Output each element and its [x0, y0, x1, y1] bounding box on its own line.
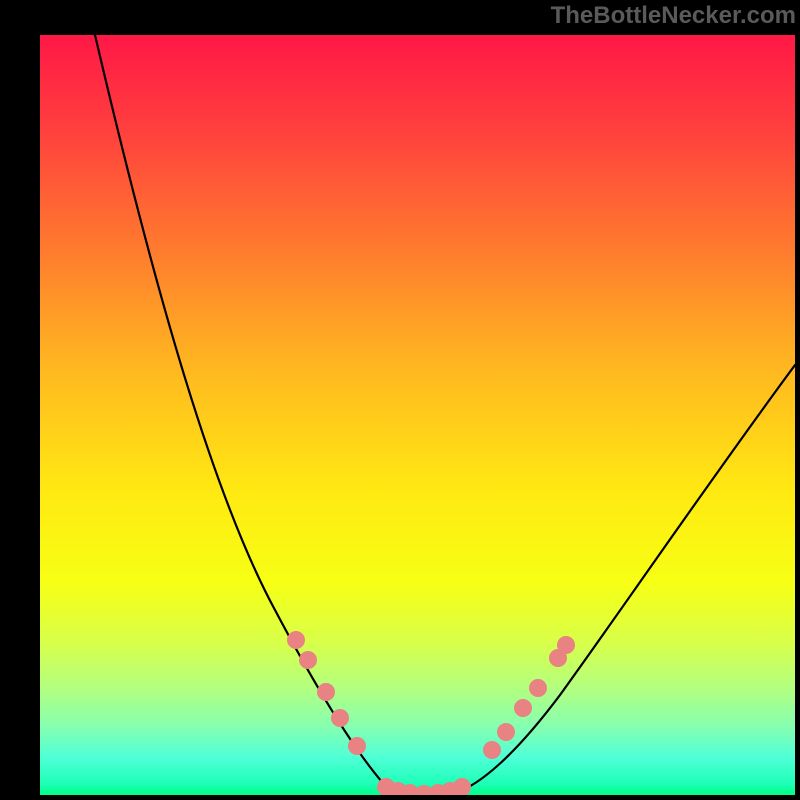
- watermark-label: TheBottleNecker.com: [551, 2, 796, 30]
- curve-marker: [287, 631, 305, 649]
- gradient-background: [40, 35, 795, 795]
- curve-marker: [483, 741, 501, 759]
- curve-marker: [299, 651, 317, 669]
- curve-marker: [529, 679, 547, 697]
- curve-marker: [331, 709, 349, 727]
- chart-container: TheBottleNecker.com: [0, 0, 800, 800]
- curve-marker: [557, 636, 575, 654]
- plot-svg: [40, 35, 795, 795]
- plot-area: [40, 35, 795, 795]
- curve-marker: [514, 699, 532, 717]
- curve-marker: [317, 683, 335, 701]
- curve-marker: [348, 737, 366, 755]
- curve-marker: [497, 723, 515, 741]
